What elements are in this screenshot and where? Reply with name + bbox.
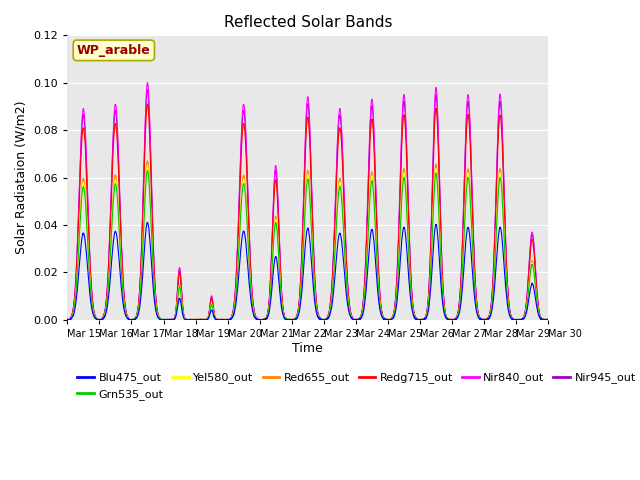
X-axis label: Time: Time: [292, 342, 323, 355]
Title: Reflected Solar Bands: Reflected Solar Bands: [223, 15, 392, 30]
Text: WP_arable: WP_arable: [77, 44, 150, 57]
Legend: Blu475_out, Grn535_out, Yel580_out, Red655_out, Redg715_out, Nir840_out, Nir945_: Blu475_out, Grn535_out, Yel580_out, Red6…: [73, 368, 640, 404]
Y-axis label: Solar Radiataion (W/m2): Solar Radiataion (W/m2): [15, 101, 28, 254]
